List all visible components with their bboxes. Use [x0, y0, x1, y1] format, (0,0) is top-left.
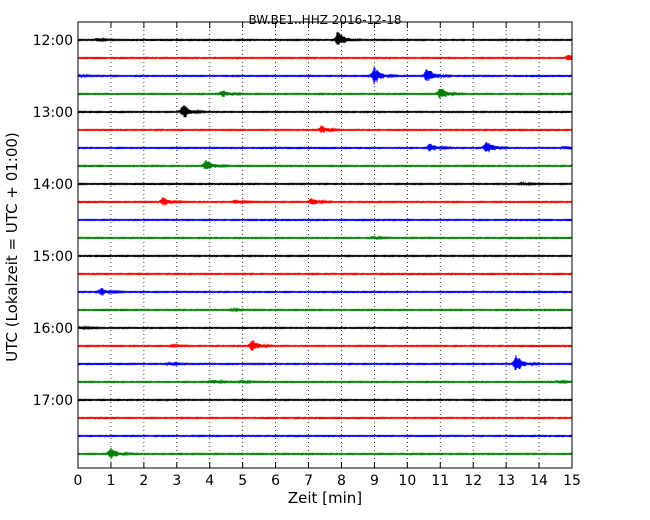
- y-tick-label: 13:00: [33, 105, 73, 121]
- x-tick-label: 0: [74, 473, 83, 489]
- y-axis-label: UTC (Lokalzeit = UTC + 01:00): [3, 132, 21, 362]
- y-tick-label: 16:00: [33, 321, 73, 337]
- trace-1200: [77, 31, 573, 46]
- trace-1300: [77, 104, 573, 118]
- trace-1415: [77, 197, 573, 206]
- x-tick-label: 13: [497, 473, 515, 489]
- chart-title: BW.BE1..HHZ 2016-12-18: [248, 13, 401, 27]
- trace-1745: [77, 447, 573, 460]
- trace-1515: [77, 272, 573, 276]
- x-tick-label: 12: [464, 473, 482, 489]
- x-axis-label: Zeit [min]: [288, 489, 362, 507]
- x-tick-label: 6: [271, 473, 280, 489]
- trace-1330: [77, 142, 573, 153]
- trace-1700: [77, 398, 573, 402]
- y-tick-label: 14:00: [33, 177, 73, 193]
- trace-1615: [77, 339, 573, 351]
- plot-frame: [77, 21, 573, 469]
- x-tick-label: 11: [431, 473, 449, 489]
- trace-1215: [77, 55, 573, 61]
- trace-1630: [77, 355, 573, 371]
- x-tick-label: 10: [398, 473, 416, 489]
- trace-1545: [77, 307, 573, 313]
- trace-1645: [77, 378, 573, 385]
- y-tick-label: 12:00: [33, 33, 73, 49]
- x-tick-label: 2: [139, 473, 148, 489]
- y-tick-label: 15:00: [33, 249, 73, 265]
- x-tick-label: 5: [238, 473, 247, 489]
- x-tick-label: 14: [530, 473, 548, 489]
- x-tick-label: 3: [172, 473, 181, 489]
- trace-1315: [77, 125, 573, 133]
- trace-1230: [77, 67, 573, 85]
- x-tick-label: 7: [304, 473, 313, 489]
- trace-1715: [77, 416, 573, 420]
- trace-1730: [77, 434, 573, 438]
- x-tick-label: 8: [337, 473, 346, 489]
- trace-1430: [77, 218, 573, 222]
- x-tick-label: 9: [370, 473, 379, 489]
- trace-1400: [77, 180, 573, 187]
- trace-layer: [77, 31, 573, 460]
- trace-1345: [77, 159, 573, 170]
- x-tick-label: 15: [563, 473, 581, 489]
- y-tick-label: 17:00: [33, 393, 73, 409]
- trace-1600: [77, 325, 573, 331]
- trace-1500: [77, 254, 573, 258]
- x-tick-label: 1: [106, 473, 115, 489]
- tick-layer: 0 1 2 3 4 5 6 7 8 9 10 11 12 13 14 1512:0013:0014:0015:…: [33, 22, 581, 489]
- trace-1445: [77, 235, 573, 241]
- trace-1530: [77, 288, 573, 296]
- x-tick-label: 4: [205, 473, 214, 489]
- trace-1245: [77, 88, 573, 99]
